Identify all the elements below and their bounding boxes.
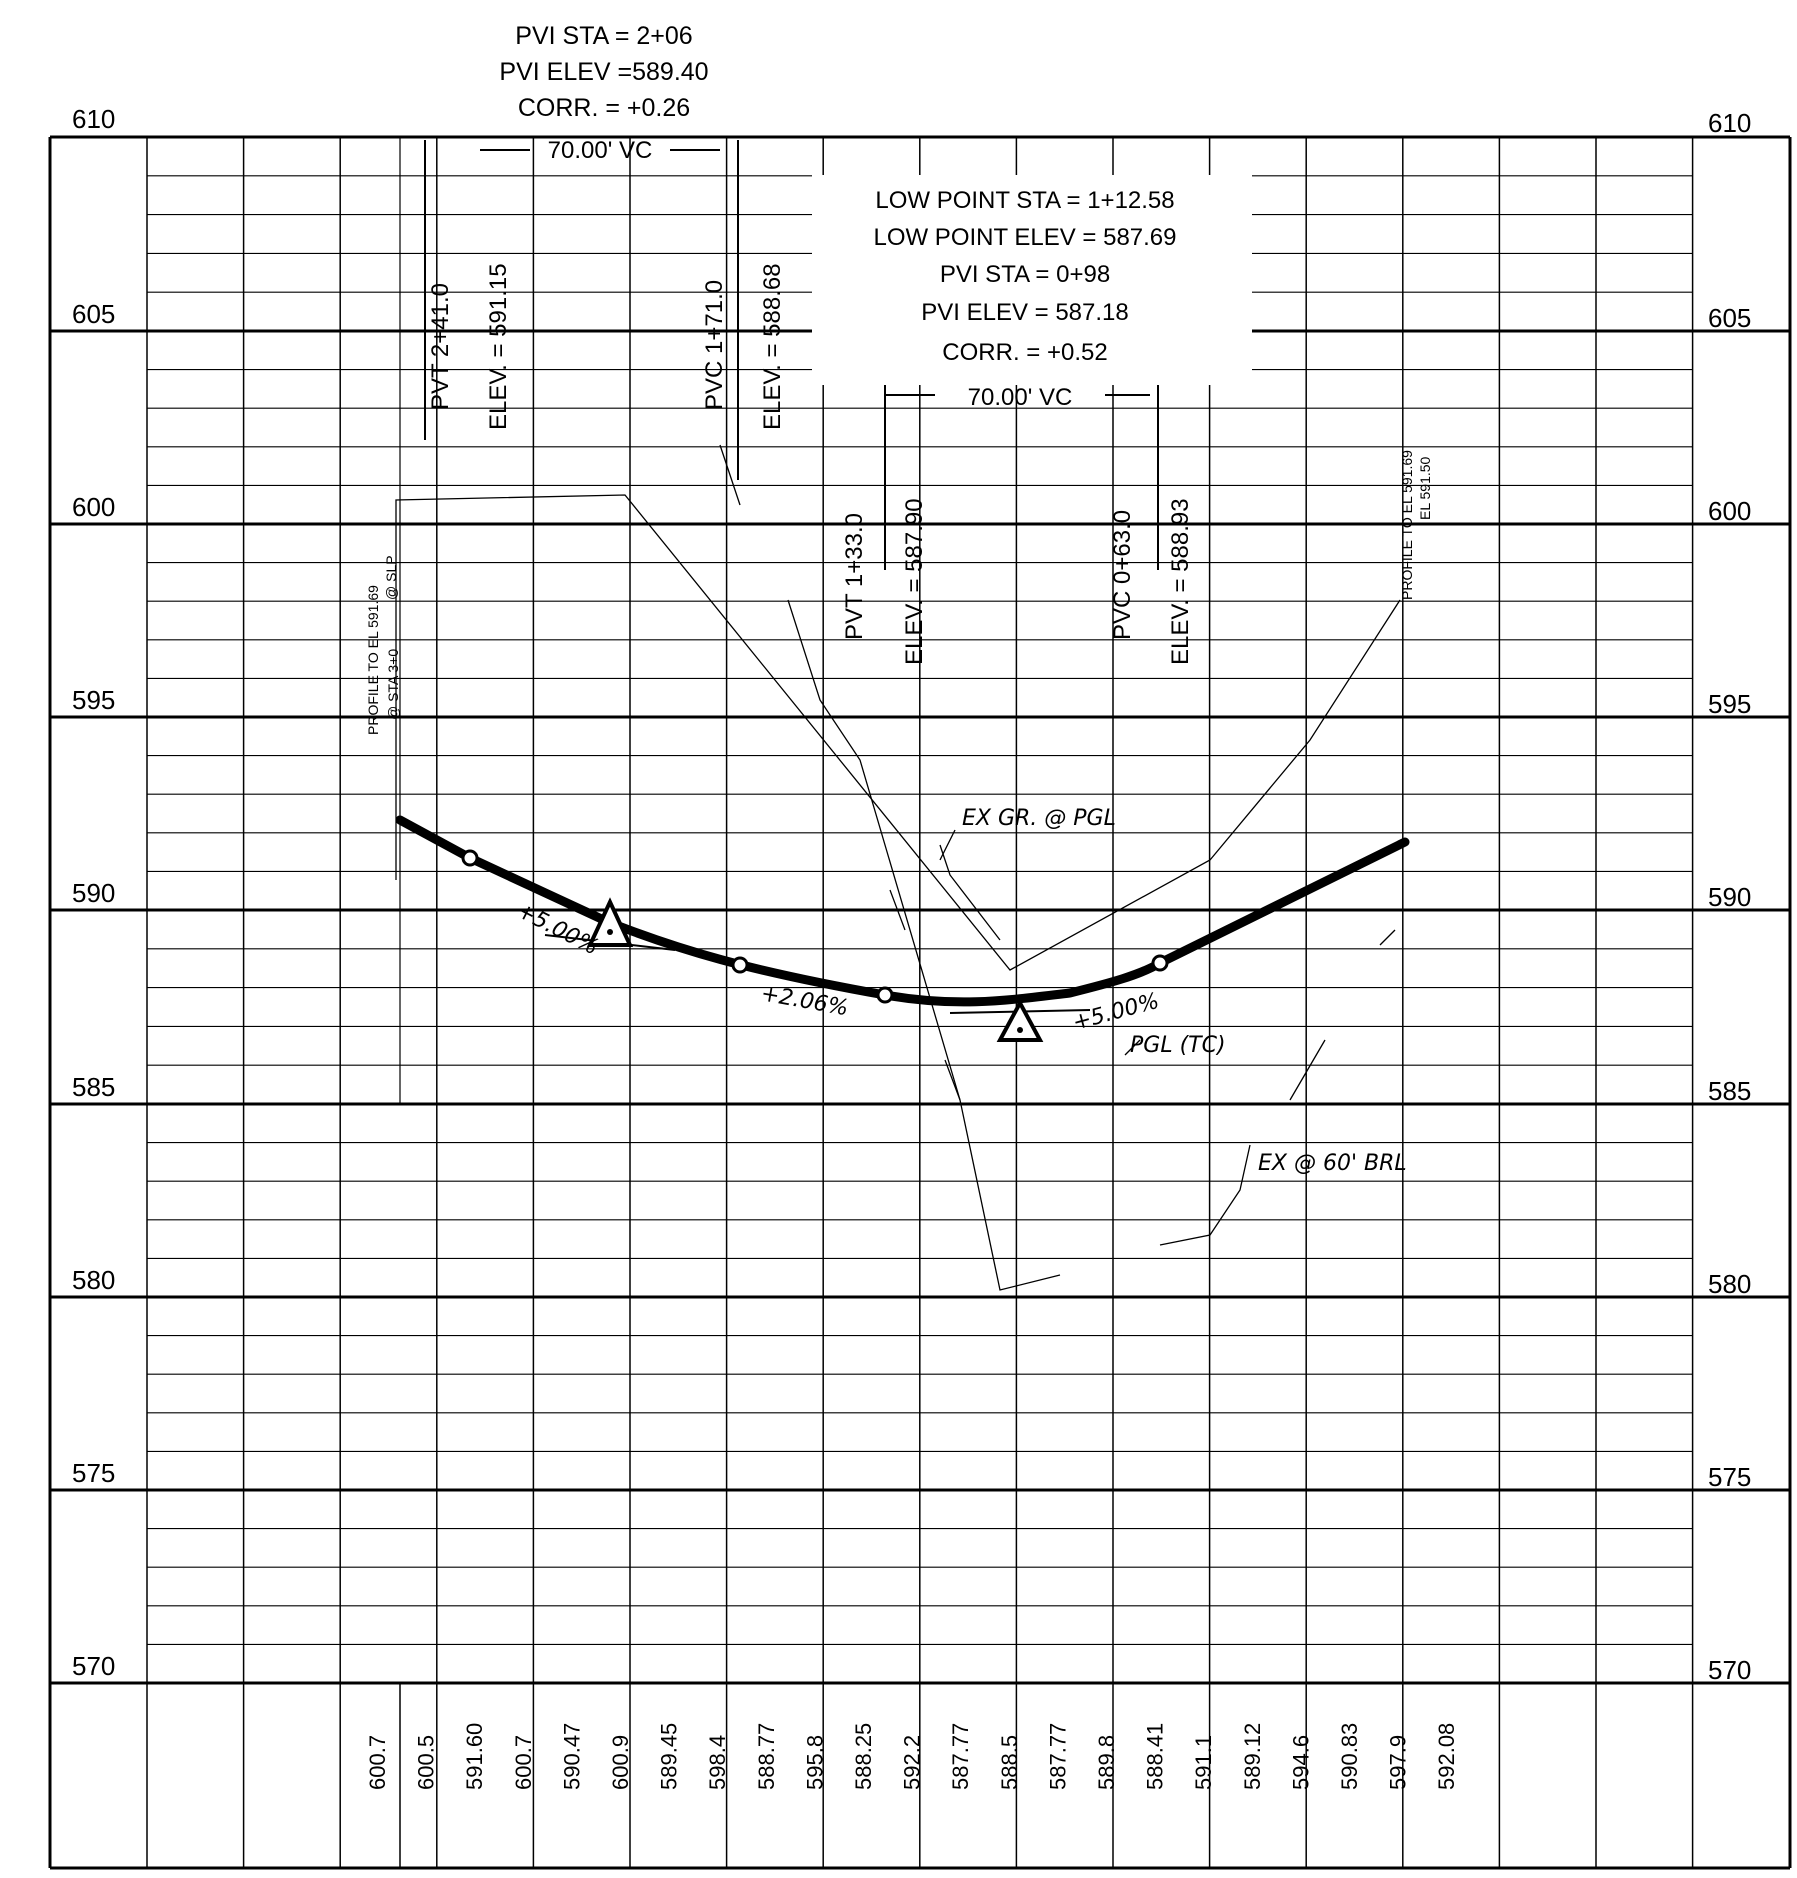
pvi-left-triangle (586, 897, 634, 947)
pvt-right-marker (876, 986, 894, 1004)
ex-brl-leader (1159, 1144, 1251, 1246)
elevation-axis-right: 610 605 600 595 590 585 580 575 570 (1708, 108, 1751, 1685)
right-pvt-sta: PVT 1+33.0 (841, 513, 868, 640)
side-note-right-a: PROFILE TO EL 591.69 (1399, 450, 1415, 600)
bottom-value: 592.2 (900, 1735, 925, 1790)
bottom-value: 588.41 (1143, 1723, 1168, 1790)
ex-gr-leader (939, 829, 956, 861)
pvc-right-marker (1151, 954, 1169, 972)
elevation-label-right: 585 (1708, 1076, 1751, 1106)
bottom-value: 588.77 (754, 1723, 779, 1790)
bottom-value: 598.4 (705, 1735, 730, 1790)
low-point-sta: LOW POINT STA = 1+12.58 (875, 187, 1174, 214)
elevation-label-right: 600 (1708, 496, 1751, 526)
header-corr: CORR. = +0.26 (518, 94, 690, 122)
bottom-value: 600.7 (511, 1735, 536, 1790)
right-pvc-elev: ELEV. = 588.93 (1167, 498, 1194, 665)
bottom-elevation-values: 600.7 600.5 591.60 600.7 590.47 600.9 589.45 59… (365, 1723, 1459, 1790)
right-pvi-sta: PVI STA = 0+98 (940, 261, 1110, 288)
elevation-label-left: 570 (72, 1651, 115, 1681)
right-pvt-elev: ELEV. = 587.90 (901, 498, 928, 665)
grade-label-1: +5.00% (512, 898, 602, 960)
pvi-right-triangle (996, 998, 1044, 1042)
bottom-value: 589.45 (657, 1723, 682, 1790)
bottom-value: 587.77 (948, 1723, 973, 1790)
right-pvi-elev: PVI ELEV = 587.18 (921, 299, 1128, 326)
pgl-curve (395, 815, 1410, 1007)
proposed-grade-line (395, 815, 1410, 1042)
left-pvc-elev: ELEV. = 588.68 (759, 263, 786, 430)
ex-ground-f (1379, 929, 1396, 946)
pgl-note: PGL (TC) (1130, 1033, 1226, 1058)
elevation-label-left: 600 (72, 492, 115, 522)
header-pvi-sta: PVI STA = 2+06 (515, 22, 692, 50)
pvt-left-marker (461, 849, 479, 867)
elevation-label-left: 575 (72, 1458, 115, 1488)
elevation-label-left: 585 (72, 1072, 115, 1102)
side-note-right-b: EL 591.50 (1417, 456, 1433, 520)
left-pvt-sta: PVT 2+41.0 (427, 283, 454, 410)
bottom-value: 600.9 (608, 1735, 633, 1790)
left-pvt-elev: ELEV. = 591.15 (485, 263, 512, 430)
bottom-value: 591.60 (462, 1723, 487, 1790)
elevation-label-right: 605 (1708, 303, 1751, 333)
ex-gr-note: EX GR. @ PGL (962, 806, 1116, 831)
elevation-label-left: 610 (72, 104, 115, 134)
right-corr: CORR. = +0.52 (942, 339, 1107, 366)
elevation-label-right: 570 (1708, 1655, 1751, 1685)
ex-ground-a (939, 844, 1001, 941)
elevation-label-right: 580 (1708, 1269, 1751, 1299)
elevation-axis-left: 610 605 600 595 590 585 580 575 570 (72, 104, 115, 1681)
elevation-label-right: 590 (1708, 882, 1751, 912)
bottom-value: 594.6 (1288, 1735, 1313, 1790)
right-vc-length: 70.00' VC (968, 384, 1073, 411)
side-note-left-a: PROFILE TO EL 591.69 (365, 585, 381, 735)
ex-ground-pgl (395, 494, 1401, 971)
bottom-value: 588.5 (997, 1735, 1022, 1790)
bottom-value: 592.08 (1434, 1723, 1459, 1790)
bottom-value: 597.9 (1386, 1735, 1411, 1790)
pvc-left-marker (731, 956, 749, 974)
bottom-value: 590.83 (1337, 1723, 1362, 1790)
bottom-value: 589.12 (1240, 1723, 1265, 1790)
elevation-label-right: 575 (1708, 1462, 1751, 1492)
ex-ground-b (719, 444, 741, 506)
existing-ground-lines (395, 444, 1401, 1291)
bottom-value: 589.8 (1094, 1735, 1119, 1790)
ex-ground-c (1289, 1039, 1326, 1101)
pgl-leader (1124, 1039, 1141, 1056)
elevation-label-left: 580 (72, 1265, 115, 1295)
bottom-value: 595.8 (802, 1735, 827, 1790)
left-curve-annotations: 70.00' VC PVT 2+41.0 ELEV. = 591.15 PVC … (424, 137, 786, 480)
bottom-value: 591.1 (1191, 1735, 1216, 1790)
ex-ground-brl (787, 599, 1061, 1291)
side-notes: PROFILE TO EL 591.69 @ SLP @ STA 3+0 PRO… (365, 450, 1433, 735)
grade-label-3: +5.00% (1070, 989, 1162, 1036)
right-curve-annotations: LOW POINT STA = 1+12.58 LOW POINT ELEV =… (812, 175, 1252, 665)
bottom-value: 590.47 (559, 1723, 584, 1790)
ex-ground-e (889, 889, 906, 931)
bottom-value: 600.5 (414, 1735, 439, 1790)
ex-ground-d (944, 1059, 961, 1101)
side-note-left-b: @ SLP (383, 555, 399, 600)
elevation-label-right: 595 (1708, 689, 1751, 719)
bottom-value: 588.25 (851, 1723, 876, 1790)
elevation-label-left: 595 (72, 685, 115, 715)
elevation-label-right: 610 (1708, 108, 1751, 138)
right-pvc-sta: PVC 0+63.0 (1109, 510, 1136, 640)
ex-brl-note: EX @ 60' BRL (1258, 1151, 1407, 1176)
header-pvi-elev: PVI ELEV =589.40 (499, 58, 708, 86)
elevation-label-left: 590 (72, 878, 115, 908)
elevation-label-left: 605 (72, 299, 115, 329)
left-pvc-sta: PVC 1+71.0 (701, 280, 728, 410)
low-point-elev: LOW POINT ELEV = 587.69 (873, 224, 1176, 251)
left-vc-length: 70.00' VC (548, 137, 653, 164)
side-note-left-c: @ STA 3+0 (385, 649, 401, 720)
bottom-value: 600.7 (365, 1735, 390, 1790)
bottom-value: 587.77 (1045, 1723, 1070, 1790)
